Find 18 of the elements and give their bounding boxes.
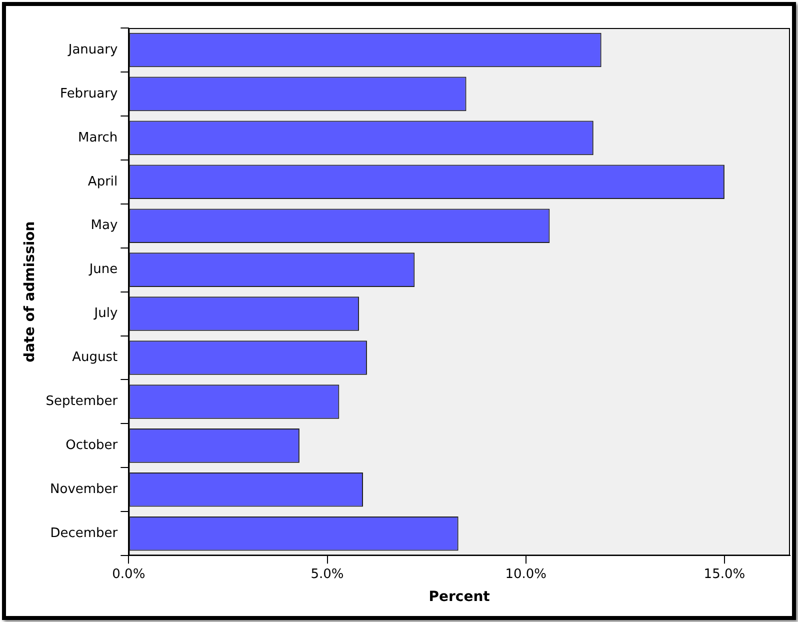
y-tick-label: July xyxy=(93,306,118,322)
y-tick-label: June xyxy=(88,262,118,278)
y-tick-label: November xyxy=(50,482,118,498)
y-tick-label: October xyxy=(66,438,118,454)
y-tick-label: May xyxy=(90,218,118,234)
x-axis-title: Percent xyxy=(428,589,490,606)
y-tick-label: April xyxy=(88,174,118,190)
y-tick-label: December xyxy=(50,526,118,541)
y-axis-title: date of admission xyxy=(22,221,38,362)
y-tick-label: September xyxy=(46,394,118,410)
y-tick-label: March xyxy=(78,130,118,146)
x-tick-label: 10.0% xyxy=(505,566,547,582)
y-tick-label: August xyxy=(72,350,118,366)
y-tick-label: January xyxy=(67,42,118,58)
x-tick-label: 15.0% xyxy=(704,566,746,582)
y-tick-label: February xyxy=(60,86,118,102)
x-tick-label: 0.0% xyxy=(112,566,146,582)
x-tick-label: 5.0% xyxy=(310,566,344,582)
